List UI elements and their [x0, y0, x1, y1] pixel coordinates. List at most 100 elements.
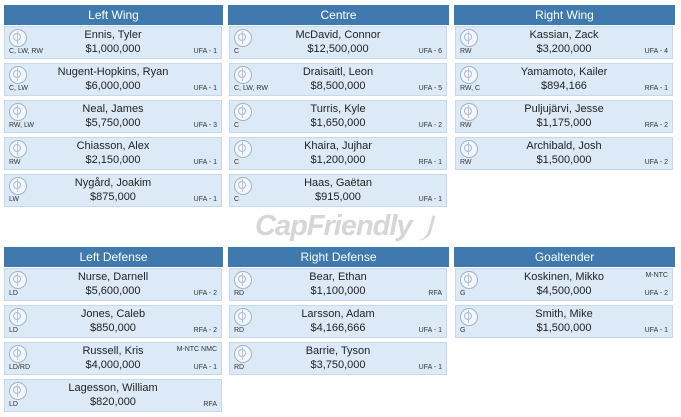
- header-centre: Centre: [228, 5, 449, 25]
- team-logo-icon: [234, 103, 252, 121]
- team-logo-icon: [9, 271, 27, 289]
- player-contract-status: UFA - 2: [644, 159, 668, 166]
- player-cap-hit: $4,500,000: [536, 285, 592, 297]
- player-card[interactable]: Ennis, Tyler $1,000,000 C, LW, RW UFA - 1: [4, 26, 222, 59]
- player-card[interactable]: Smith, Mike $1,500,000 G UFA - 1: [455, 305, 673, 338]
- player-card[interactable]: Nugent-Hopkins, Ryan $6,000,000 C, LW UFA -…: [4, 63, 222, 96]
- player-name-link[interactable]: Barrie, Tyson: [305, 345, 371, 357]
- team-logo-icon: [234, 308, 252, 326]
- player-contract-status: UFA - 4: [644, 48, 668, 55]
- player-card[interactable]: Russell, Kris $4,000,000 LD/RD UFA - 1 M-NTC…: [4, 342, 222, 375]
- player-name-link[interactable]: Yamamoto, Kailer: [520, 66, 608, 78]
- player-positions: C, LW: [9, 85, 28, 92]
- player-card[interactable]: Puljujärvi, Jesse $1,175,000 RW RFA - 2: [455, 100, 673, 133]
- player-card[interactable]: Turris, Kyle $1,650,000 C UFA - 2: [229, 100, 447, 133]
- player-contract-status: UFA - 2: [644, 290, 668, 297]
- header-left-defense: Left Defense: [4, 247, 223, 267]
- player-card[interactable]: Kassian, Zack $3,200,000 RW UFA - 4: [455, 26, 673, 59]
- player-cap-hit: $850,000: [90, 322, 136, 334]
- player-positions: C: [234, 48, 240, 55]
- player-positions: G: [460, 290, 466, 297]
- player-name-link[interactable]: Chiasson, Alex: [76, 140, 150, 152]
- header-right-wing: Right Wing: [454, 5, 675, 25]
- player-card[interactable]: Bear, Ethan $1,100,000 RD RFA: [229, 268, 447, 301]
- player-name-link[interactable]: Kassian, Zack: [529, 29, 599, 41]
- player-contract-status: UFA - 2: [193, 290, 217, 297]
- player-positions: G: [460, 327, 466, 334]
- player-card[interactable]: Khaira, Jujhar $1,200,000 C RFA - 1: [229, 137, 447, 170]
- team-logo-icon: [460, 140, 478, 158]
- player-contract-status: RFA: [203, 401, 217, 408]
- player-positions: C: [234, 196, 240, 203]
- player-name-link[interactable]: Nurse, Darnell: [77, 271, 149, 283]
- player-name-link[interactable]: Russell, Kris: [82, 345, 144, 357]
- player-card[interactable]: Nygård, Joakim $875,000 LW UFA - 1: [4, 174, 222, 207]
- player-positions: LD: [9, 401, 18, 408]
- player-card[interactable]: Barrie, Tyson $3,750,000 RD UFA - 1: [229, 342, 447, 375]
- header-goaltender: Goaltender: [454, 247, 675, 267]
- player-name-link[interactable]: McDavid, Connor: [295, 29, 381, 41]
- player-positions: RW: [9, 159, 21, 166]
- player-cap-hit: $1,650,000: [310, 117, 366, 129]
- player-card[interactable]: Haas, Gaëtan $915,000 C UFA - 1: [229, 174, 447, 207]
- team-logo-icon: [9, 29, 27, 47]
- player-cap-hit: $1,000,000: [85, 43, 141, 55]
- player-cap-hit: $3,200,000: [536, 43, 592, 55]
- player-name-link[interactable]: Ennis, Tyler: [84, 29, 142, 41]
- player-name-link[interactable]: Jones, Caleb: [80, 308, 146, 320]
- player-name-link[interactable]: Archibald, Josh: [526, 140, 602, 152]
- player-contract-status: RFA - 2: [193, 327, 217, 334]
- player-name-link[interactable]: Smith, Mike: [535, 308, 593, 320]
- player-contract-status: UFA - 6: [418, 48, 442, 55]
- player-name-link[interactable]: Nugent-Hopkins, Ryan: [57, 66, 169, 78]
- team-logo-icon: [234, 29, 252, 47]
- player-name-link[interactable]: Puljujärvi, Jesse: [524, 103, 604, 115]
- player-card[interactable]: Archibald, Josh $1,500,000 RW UFA - 2: [455, 137, 673, 170]
- player-name-link[interactable]: Neal, James: [82, 103, 144, 115]
- player-name-link[interactable]: Draisaitl, Leon: [302, 66, 374, 78]
- player-name-link[interactable]: Khaira, Jujhar: [304, 140, 372, 152]
- player-name-link[interactable]: Turris, Kyle: [310, 103, 366, 115]
- player-name-link[interactable]: Koskinen, Mikko: [523, 271, 605, 283]
- player-cap-hit: $875,000: [90, 191, 136, 203]
- header-left-wing: Left Wing: [4, 5, 223, 25]
- player-contract-status: RFA - 2: [644, 122, 668, 129]
- player-name-link[interactable]: Lagesson, William: [68, 382, 158, 394]
- player-name-link[interactable]: Bear, Ethan: [309, 271, 367, 283]
- team-logo-icon: [460, 66, 478, 84]
- player-cap-hit: $915,000: [315, 191, 361, 203]
- player-name-link[interactable]: Larsson, Adam: [301, 308, 375, 320]
- team-logo-icon: [234, 345, 252, 363]
- player-contract-status: RFA - 1: [418, 159, 442, 166]
- player-positions: RD: [234, 327, 245, 334]
- player-card[interactable]: Lagesson, William $820,000 LD RFA: [4, 379, 222, 412]
- player-cap-hit: $6,000,000: [85, 80, 141, 92]
- player-positions: RD: [234, 364, 245, 371]
- player-contract-status: UFA - 1: [644, 327, 668, 334]
- player-card[interactable]: Draisaitl, Leon $8,500,000 C, LW, RW UFA - …: [229, 63, 447, 96]
- player-contract-status: UFA - 1: [193, 364, 217, 371]
- player-positions: LD/RD: [9, 364, 31, 371]
- player-card[interactable]: McDavid, Connor $12,500,000 C UFA - 6: [229, 26, 447, 59]
- player-contract-status: UFA - 1: [418, 327, 442, 334]
- player-positions: LD: [9, 290, 18, 297]
- player-card[interactable]: Neal, James $5,750,000 RW, LW UFA - 3: [4, 100, 222, 133]
- player-name-link[interactable]: Nygård, Joakim: [74, 177, 152, 189]
- player-cap-hit: $12,500,000: [307, 43, 369, 55]
- player-card[interactable]: Jones, Caleb $850,000 LD RFA - 2: [4, 305, 222, 338]
- player-contract-status: UFA - 2: [418, 122, 442, 129]
- player-positions: RW: [460, 159, 472, 166]
- forwards-header-row: Left Wing Centre Right Wing: [0, 5, 681, 25]
- team-logo-icon: [9, 177, 27, 195]
- player-name-link[interactable]: Haas, Gaëtan: [304, 177, 372, 189]
- player-card[interactable]: Yamamoto, Kailer $894,166 RW, C RFA - 1: [455, 63, 673, 96]
- player-card[interactable]: Chiasson, Alex $2,150,000 RW UFA - 1: [4, 137, 222, 170]
- team-logo-icon: [460, 29, 478, 47]
- player-contract-status: UFA - 1: [193, 85, 217, 92]
- player-card[interactable]: Nurse, Darnell $5,600,000 LD UFA - 2: [4, 268, 222, 301]
- player-clause: M-NTC NMC: [176, 346, 217, 353]
- player-card[interactable]: Larsson, Adam $4,166,666 RD UFA - 1: [229, 305, 447, 338]
- player-contract-status: UFA - 1: [193, 48, 217, 55]
- player-card[interactable]: Koskinen, Mikko $4,500,000 G UFA - 2 M-NTC: [455, 268, 673, 301]
- player-positions: LD: [9, 327, 18, 334]
